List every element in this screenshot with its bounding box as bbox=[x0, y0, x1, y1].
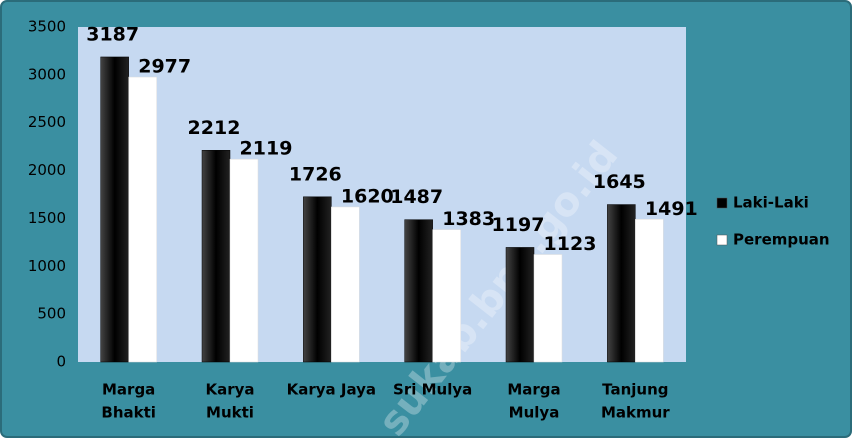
x-tick-label: Sri Mulya bbox=[393, 381, 472, 399]
x-tick-label: Mulya bbox=[509, 404, 560, 422]
data-label: 1491 bbox=[645, 198, 698, 220]
bar bbox=[303, 196, 332, 363]
bar bbox=[201, 150, 231, 363]
y-tick-label: 0 bbox=[56, 353, 66, 371]
x-tick-label: Karya bbox=[205, 381, 254, 399]
y-tick-label: 2000 bbox=[28, 161, 66, 179]
data-label: 1123 bbox=[544, 233, 597, 255]
bar bbox=[635, 219, 664, 363]
data-label: 1487 bbox=[390, 186, 443, 208]
legend-label: Laki-Laki bbox=[733, 194, 809, 212]
x-tick-label: Karya Jaya bbox=[287, 381, 376, 399]
bar bbox=[229, 158, 259, 363]
data-label: 1726 bbox=[289, 163, 342, 185]
legend-swatch bbox=[716, 197, 728, 209]
y-tick-label: 1500 bbox=[28, 209, 66, 227]
x-tick-label: Mukti bbox=[206, 404, 254, 422]
x-tick-label: Marga bbox=[102, 381, 155, 399]
data-label: 3187 bbox=[86, 23, 139, 45]
data-label: 1383 bbox=[442, 208, 495, 230]
x-tick-label: Makmur bbox=[601, 404, 670, 422]
bar bbox=[505, 247, 535, 363]
legend-swatch bbox=[716, 234, 728, 246]
legend-label: Perempuan bbox=[733, 231, 830, 249]
data-label: 2212 bbox=[188, 117, 241, 139]
bar bbox=[100, 56, 129, 363]
bar bbox=[331, 206, 360, 363]
plot-area bbox=[78, 27, 686, 362]
y-tick-label: 3000 bbox=[28, 65, 66, 83]
data-label: 2119 bbox=[240, 138, 293, 160]
y-tick-label: 3500 bbox=[28, 18, 66, 36]
x-tick-label: Marga bbox=[507, 381, 560, 399]
bar bbox=[404, 219, 433, 363]
y-tick-label: 500 bbox=[37, 305, 66, 323]
y-tick-label: 1000 bbox=[28, 257, 66, 275]
x-tick-label: Tanjung bbox=[602, 381, 668, 399]
bar bbox=[607, 204, 636, 363]
data-label: 2977 bbox=[138, 56, 191, 78]
data-label: 1197 bbox=[492, 214, 545, 236]
data-label: 1645 bbox=[593, 171, 646, 193]
x-tick-label: Bhakti bbox=[101, 404, 156, 422]
bar bbox=[128, 76, 157, 363]
bar bbox=[432, 229, 461, 363]
data-label: 1620 bbox=[341, 185, 394, 207]
y-tick-label: 2500 bbox=[28, 113, 66, 131]
bar bbox=[533, 254, 563, 363]
